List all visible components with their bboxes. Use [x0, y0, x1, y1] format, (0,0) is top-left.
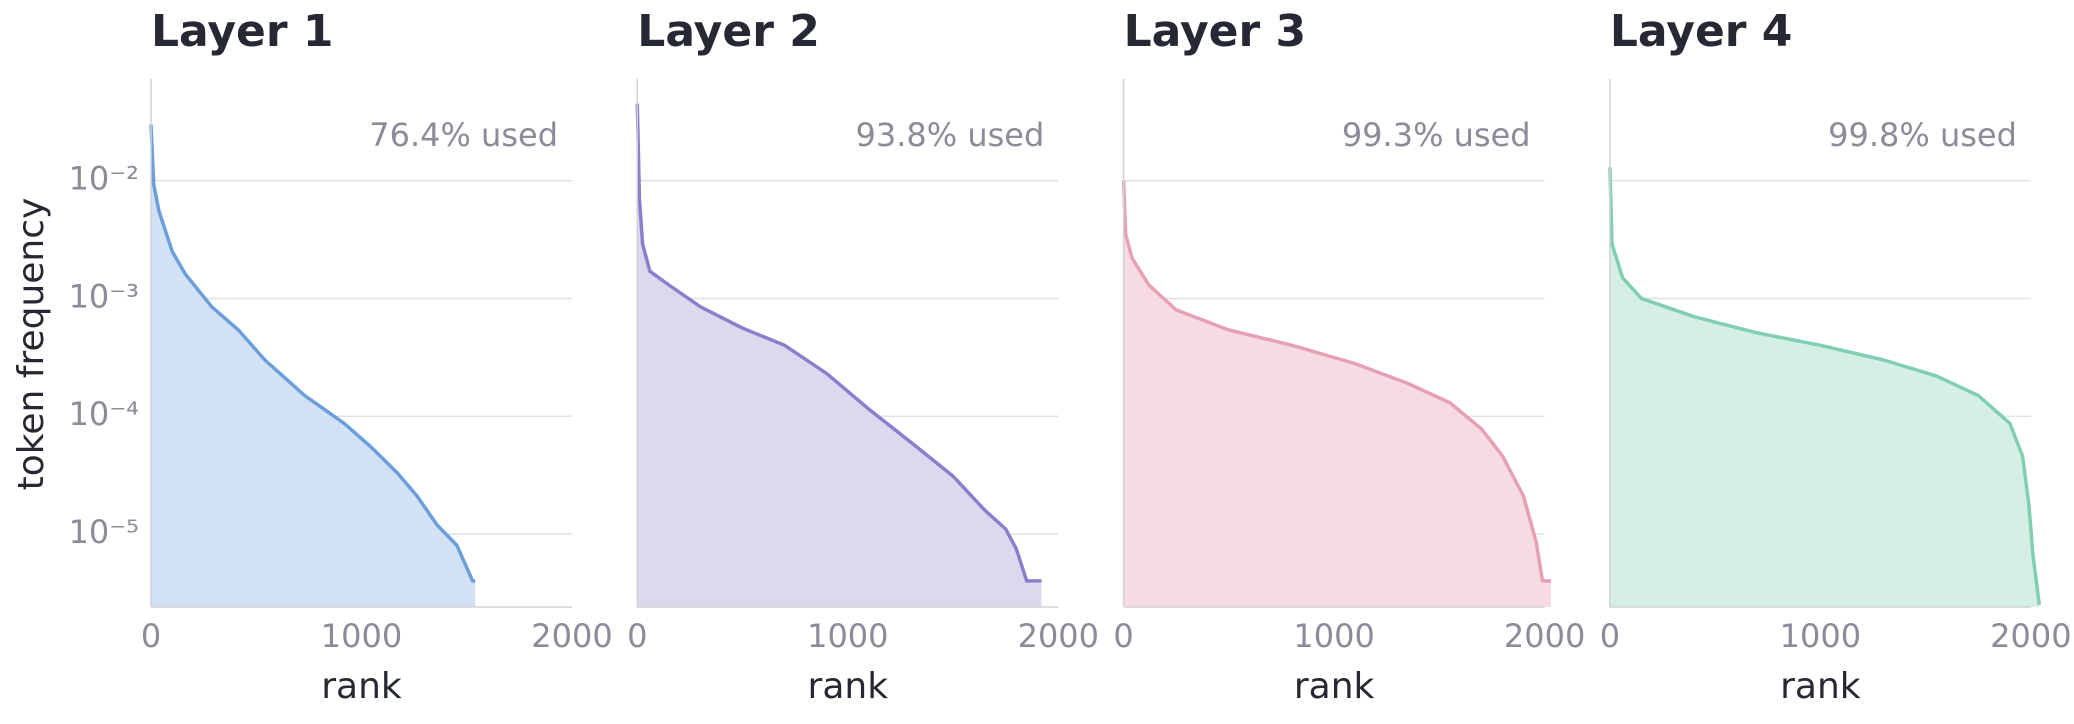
x-tick-label: 1000 — [1780, 617, 1861, 655]
x-tick-label: 2000 — [1990, 617, 2071, 655]
area — [151, 124, 476, 607]
y-tick-label: 10⁻² — [69, 160, 139, 198]
x-tick-label: 0 — [1600, 617, 1620, 655]
line — [635, 103, 1042, 583]
y-tick-label: 10⁻³ — [69, 277, 139, 315]
area — [637, 103, 1042, 607]
panel-title: Layer 4 — [1610, 6, 1793, 57]
x-tick-label: 1000 — [321, 617, 402, 655]
panel-title: Layer 3 — [1124, 6, 1307, 57]
y-axis-label: token frequency — [11, 198, 52, 491]
y-tick-label: 10⁻⁵ — [69, 513, 139, 551]
area — [1609, 167, 2040, 608]
area — [1123, 180, 1551, 607]
x-tick-label: 0 — [141, 617, 161, 655]
line — [149, 124, 476, 583]
x-tick-label: 0 — [627, 617, 647, 655]
line — [1608, 167, 2042, 606]
x-tick-label: 0 — [1113, 617, 1133, 655]
x-tick-label: 1000 — [1293, 617, 1374, 655]
panel-title: Layer 1 — [151, 6, 334, 57]
y-tick-label: 10⁻⁴ — [69, 395, 139, 433]
x-tick-label: 2000 — [531, 617, 612, 655]
x-tick-label: 1000 — [807, 617, 888, 655]
annotation: 99.3% used — [1342, 116, 1531, 154]
x-tick-label: 2000 — [1018, 617, 1099, 655]
x-axis-label: rank — [321, 666, 402, 707]
panel-title: Layer 2 — [637, 6, 820, 57]
line — [1121, 180, 1551, 583]
annotation: 99.8% used — [1828, 116, 2017, 154]
x-axis-label: rank — [1294, 666, 1375, 707]
annotation: 76.4% used — [369, 116, 558, 154]
annotation: 93.8% used — [856, 116, 1045, 154]
x-tick-label: 2000 — [1504, 617, 1585, 655]
x-axis-label: rank — [808, 666, 889, 707]
x-axis-label: rank — [1780, 666, 1861, 707]
